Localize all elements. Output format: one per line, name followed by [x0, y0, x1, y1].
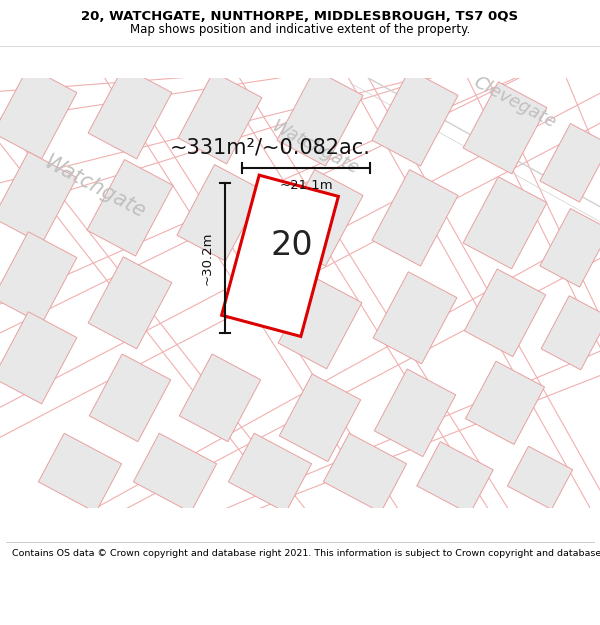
Polygon shape	[229, 433, 311, 512]
Polygon shape	[89, 354, 171, 442]
Text: ~331m²/~0.082ac.: ~331m²/~0.082ac.	[170, 138, 370, 158]
Polygon shape	[323, 433, 407, 512]
Polygon shape	[541, 296, 600, 370]
Text: Watchgate: Watchgate	[41, 152, 149, 223]
Polygon shape	[540, 124, 600, 202]
Polygon shape	[88, 67, 172, 159]
Polygon shape	[372, 69, 458, 166]
Polygon shape	[177, 164, 263, 261]
Polygon shape	[277, 169, 363, 266]
Polygon shape	[88, 257, 172, 349]
Text: 20, WATCHGATE, NUNTHORPE, MIDDLESBROUGH, TS7 0QS: 20, WATCHGATE, NUNTHORPE, MIDDLESBROUGH,…	[82, 10, 518, 23]
Polygon shape	[133, 433, 217, 512]
Text: ~21.1m: ~21.1m	[279, 179, 333, 192]
Polygon shape	[279, 374, 361, 462]
Polygon shape	[463, 177, 547, 269]
Polygon shape	[372, 169, 458, 266]
Polygon shape	[508, 446, 572, 509]
Text: Clevegate: Clevegate	[470, 74, 559, 132]
Text: 20: 20	[271, 229, 313, 262]
Polygon shape	[38, 433, 122, 512]
Polygon shape	[463, 82, 547, 174]
Polygon shape	[464, 269, 546, 357]
Polygon shape	[0, 152, 77, 244]
Text: Contains OS data © Crown copyright and database right 2021. This information is : Contains OS data © Crown copyright and d…	[12, 549, 600, 558]
Polygon shape	[373, 272, 457, 364]
Text: ~30.2m: ~30.2m	[200, 231, 214, 284]
Polygon shape	[179, 354, 261, 442]
Polygon shape	[277, 69, 363, 166]
Polygon shape	[466, 361, 545, 444]
Text: Watchgate: Watchgate	[268, 118, 362, 178]
Text: Map shows position and indicative extent of the property.: Map shows position and indicative extent…	[130, 22, 470, 36]
Polygon shape	[221, 175, 338, 336]
Polygon shape	[178, 72, 262, 164]
Polygon shape	[540, 209, 600, 287]
Polygon shape	[0, 232, 77, 324]
Polygon shape	[278, 277, 362, 369]
Polygon shape	[0, 312, 77, 404]
Polygon shape	[87, 159, 173, 256]
Polygon shape	[374, 369, 456, 457]
Polygon shape	[417, 442, 493, 514]
Polygon shape	[0, 67, 77, 159]
